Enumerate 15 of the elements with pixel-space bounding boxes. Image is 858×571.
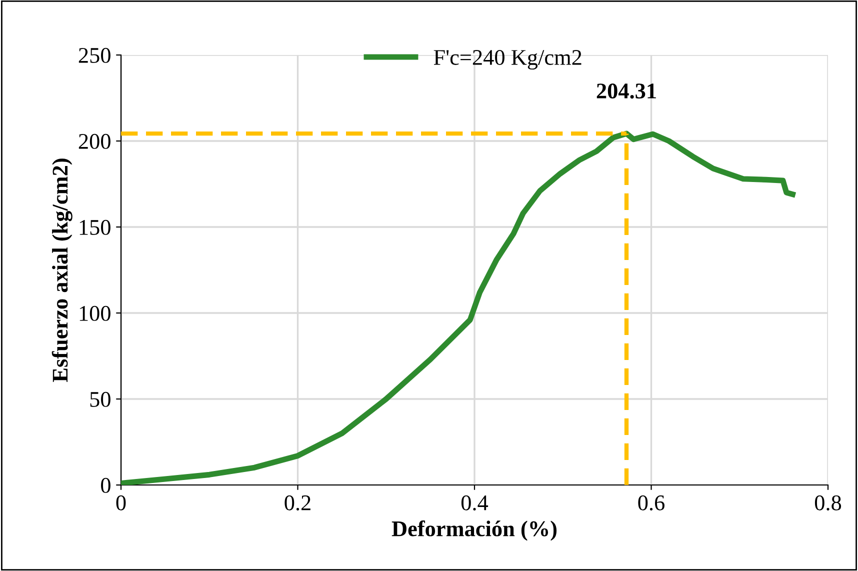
x-tick-label: 0.2	[284, 495, 310, 510]
legend-label: F'c=240 Kg/cm2	[434, 50, 582, 70]
y-tick-label: 100	[80, 306, 110, 321]
x-tick-label: 0	[116, 495, 126, 510]
y-tick-label: 200	[78, 134, 110, 149]
y-tick-label: 50	[90, 392, 110, 407]
x-tick-label: 0.8	[814, 495, 842, 510]
x-tick-label: 0.4	[461, 495, 488, 510]
x-axis-title: Deformación (%)	[392, 520, 557, 541]
x-tick-label: 0.6	[638, 495, 664, 510]
annotation: 204.31	[596, 84, 656, 99]
y-tick-label: 150	[80, 220, 110, 235]
y-tick-label: 0	[101, 478, 110, 493]
y-tick-label: 250	[78, 48, 110, 63]
y-axis-title: Esfuerzo axial (kg/cm2)	[52, 158, 72, 382]
